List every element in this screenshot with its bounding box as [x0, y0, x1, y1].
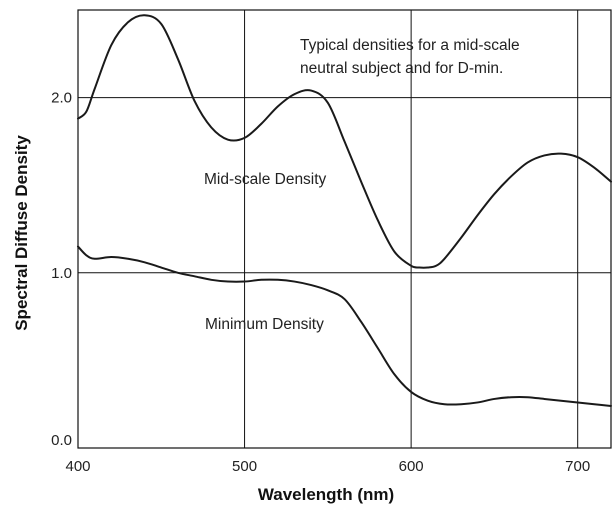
- data-series: [77, 14, 612, 407]
- x-tick-label-500: 500: [232, 458, 257, 475]
- series-label-minimum: Minimum Density: [205, 316, 324, 333]
- annotation-line-2: neutral subject and for D-min.: [300, 60, 503, 77]
- y-tick-label-0: 0.0: [51, 432, 72, 449]
- y-tick-label-1: 1.0: [51, 265, 72, 282]
- x-tick-label-700: 700: [565, 458, 590, 475]
- series-label-mid-scale: Mid-scale Density: [204, 171, 327, 188]
- annotation-line-1: Typical densities for a mid-scale: [300, 37, 520, 54]
- plot-frame: [77, 9, 612, 449]
- minimum-density-curve: [77, 245, 612, 407]
- x-tick-label-400: 400: [65, 458, 90, 475]
- grid-lines: [78, 10, 611, 448]
- x-tick-label-600: 600: [399, 458, 424, 475]
- y-axis-label: Spectral Diffuse Density: [12, 135, 31, 331]
- x-axis-label: Wavelength (nm): [258, 485, 394, 504]
- y-tick-label-2: 2.0: [51, 90, 72, 107]
- mid-scale-density-curve: [77, 14, 612, 269]
- tick-labels: 400 500 600 700 0.0 1.0 2.0: [51, 90, 590, 475]
